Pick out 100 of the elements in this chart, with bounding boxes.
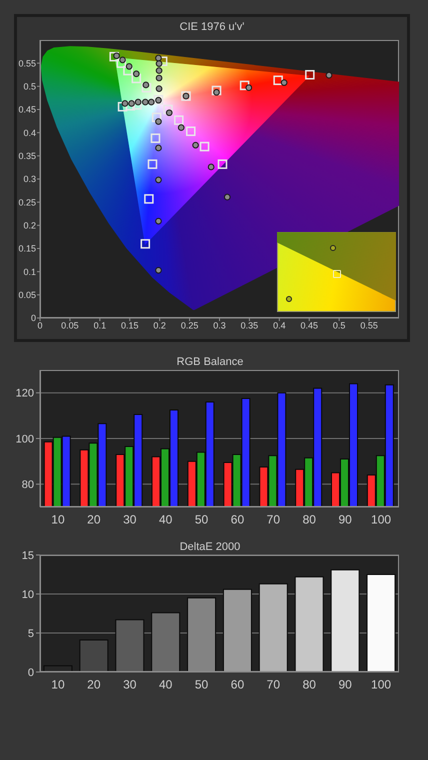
x-tick-label: 0 [37, 320, 43, 330]
point [246, 84, 252, 92]
y-tick-label: 0.4 [23, 128, 36, 138]
y-tick-label: 0 [28, 666, 34, 679]
bar [79, 640, 108, 672]
x-tick-label: 0.05 [61, 320, 79, 330]
point [224, 194, 231, 200]
x-tick-label: 0.2 [153, 320, 166, 330]
x-tick-label: 80 [302, 512, 316, 527]
point [148, 98, 155, 106]
x-tick-label: 70 [266, 512, 280, 527]
point [174, 115, 184, 125]
point [156, 60, 162, 67]
x-tick-label: 30 [123, 678, 137, 692]
point [186, 126, 196, 136]
chart-title: DeltaE 2000 [180, 541, 240, 553]
x-tick-label: 90 [338, 678, 352, 692]
bar [222, 588, 252, 672]
point [109, 52, 119, 62]
point [200, 142, 210, 152]
y-tick-label: 10 [22, 588, 34, 601]
point [155, 118, 162, 125]
y-tick-label: 80 [22, 479, 34, 492]
point [148, 159, 158, 169]
x-tick-label: 40 [158, 678, 173, 692]
bar [115, 619, 144, 672]
point [155, 144, 162, 152]
x-tick-label: 0.55 [360, 320, 378, 330]
x-tick-label: 100 [371, 512, 392, 527]
x-tick-label: 20 [87, 678, 101, 692]
point [123, 66, 133, 76]
point [212, 86, 222, 96]
point [163, 104, 173, 114]
point [132, 74, 142, 84]
point [150, 133, 160, 143]
point [134, 98, 142, 106]
x-tick-label: 0.4 [273, 320, 286, 330]
point [192, 142, 199, 148]
point [155, 54, 162, 62]
chart-title: CIE 1976 u'v' [178, 20, 246, 34]
point [155, 176, 162, 184]
point [140, 239, 150, 249]
x-tick-label: 40 [158, 512, 173, 527]
point [240, 80, 250, 90]
point [116, 58, 126, 68]
point [155, 218, 162, 224]
y-tick-label: 15 [22, 550, 34, 562]
point [126, 63, 132, 70]
point [152, 112, 162, 122]
bar [258, 583, 288, 672]
x-tick-label: 0.35 [240, 320, 258, 330]
point [128, 100, 135, 107]
x-tick-label: 80 [302, 678, 316, 692]
x-tick-label: 0.45 [300, 320, 318, 330]
point [142, 82, 152, 92]
point [122, 100, 128, 107]
y-tick-label: 0.05 [18, 290, 36, 300]
y-tick-label: 120 [16, 388, 34, 400]
chart-title: RGB Balance [176, 355, 244, 369]
y-tick-label: 0.1 [23, 266, 36, 277]
point [156, 74, 162, 82]
x-tick-label: 10 [51, 512, 65, 527]
point [213, 89, 220, 96]
bar [294, 576, 324, 672]
point [208, 164, 214, 170]
point [178, 124, 185, 131]
point [166, 109, 173, 116]
point [273, 76, 283, 86]
point [144, 194, 154, 204]
y-tick-label: 0.5 [23, 82, 36, 92]
x-tick-label: 50 [194, 512, 209, 527]
y-tick-label: 0.55 [18, 58, 36, 68]
point [113, 52, 120, 60]
x-tick-label: 100 [371, 678, 392, 692]
x-tick-label: 60 [230, 678, 244, 692]
point [305, 70, 315, 80]
x-tick-label: 20 [87, 512, 101, 527]
y-tick-label: 100 [16, 433, 34, 446]
bar [330, 569, 360, 672]
y-tick-label: 0.35 [18, 151, 36, 162]
point [142, 82, 150, 88]
y-tick-label: 0.45 [18, 104, 36, 115]
x-tick-label: 0.5 [332, 320, 346, 330]
x-tick-label: 0.3 [213, 320, 226, 330]
point [118, 102, 128, 112]
point [156, 85, 162, 92]
point [156, 67, 162, 74]
point [133, 70, 140, 78]
bar [366, 574, 396, 672]
point [280, 79, 288, 86]
y-tick-label: 0.3 [23, 174, 36, 184]
y-tick-label: 0.15 [18, 244, 36, 254]
x-tick-label: 50 [194, 678, 209, 692]
y-tick-label: 5 [28, 628, 34, 640]
y-tick-label: 0 [30, 313, 36, 324]
x-tick-label: 0.1 [94, 320, 106, 330]
point [218, 159, 228, 169]
point [142, 98, 149, 106]
x-tick-label: 10 [51, 678, 65, 692]
y-tick-label: 0.2 [23, 220, 36, 231]
